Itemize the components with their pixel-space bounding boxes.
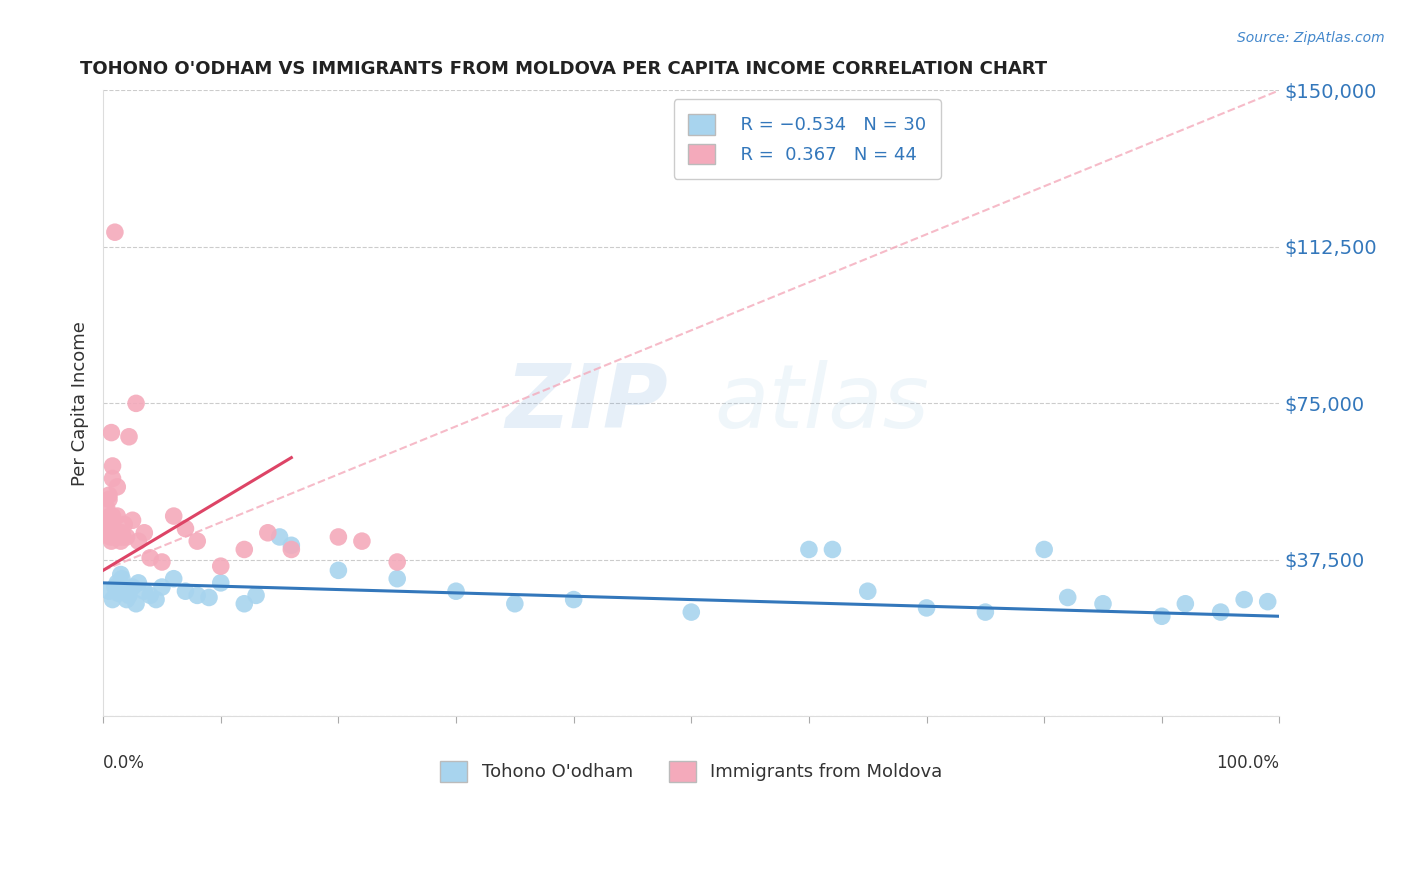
Point: [174, 522, 197, 536]
Point: [150, 580, 173, 594]
Point: [328, 563, 350, 577]
Point: [134, 525, 156, 540]
Point: [233, 542, 256, 557]
Point: [1174, 597, 1197, 611]
Point: [104, 225, 127, 239]
Text: TOHONO O'ODHAM VS IMMIGRANTS FROM MOLDOVA PER CAPITA INCOME CORRELATION CHART: TOHONO O'ODHAM VS IMMIGRANTS FROM MOLDOV…: [80, 60, 1046, 78]
Point: [174, 584, 197, 599]
Point: [98, 492, 121, 507]
Point: [134, 584, 156, 599]
Point: [681, 605, 703, 619]
Point: [256, 525, 278, 540]
Point: [150, 555, 173, 569]
Point: [915, 601, 938, 615]
Point: [163, 572, 186, 586]
Point: [105, 575, 128, 590]
Point: [115, 530, 138, 544]
Point: [163, 509, 186, 524]
Point: [821, 542, 844, 557]
Point: [1233, 592, 1256, 607]
Point: [112, 584, 135, 599]
Point: [186, 534, 208, 549]
Point: [103, 525, 125, 540]
Point: [856, 584, 879, 599]
Point: [112, 530, 135, 544]
Point: [387, 572, 409, 586]
Legend: Tohono O'odham, Immigrants from Moldova: Tohono O'odham, Immigrants from Moldova: [433, 754, 950, 789]
Point: [974, 605, 997, 619]
Text: atlas: atlas: [714, 360, 929, 446]
Point: [97, 513, 120, 527]
Point: [103, 522, 125, 536]
Point: [1091, 597, 1114, 611]
Point: [280, 542, 302, 557]
Text: 0.0%: 0.0%: [103, 754, 145, 772]
Point: [118, 588, 141, 602]
Point: [98, 522, 121, 536]
Y-axis label: Per Capita Income: Per Capita Income: [72, 321, 89, 486]
Point: [350, 534, 373, 549]
Point: [100, 425, 122, 440]
Point: [101, 509, 124, 524]
Point: [107, 586, 129, 600]
Point: [269, 530, 291, 544]
Point: [98, 488, 121, 502]
Point: [209, 575, 232, 590]
Point: [1033, 542, 1056, 557]
Point: [233, 597, 256, 611]
Point: [121, 580, 143, 594]
Point: [105, 509, 128, 524]
Point: [97, 525, 120, 540]
Point: [245, 588, 267, 602]
Point: [112, 517, 135, 532]
Point: [121, 513, 143, 527]
Point: [125, 396, 148, 410]
Point: [111, 525, 134, 540]
Point: [127, 575, 149, 590]
Point: [107, 525, 129, 540]
Point: [562, 592, 585, 607]
Point: [98, 530, 121, 544]
Point: [387, 555, 409, 569]
Point: [127, 534, 149, 549]
Point: [108, 530, 131, 544]
Point: [139, 588, 162, 602]
Text: 100.0%: 100.0%: [1216, 754, 1279, 772]
Point: [105, 480, 128, 494]
Point: [503, 597, 526, 611]
Point: [797, 542, 820, 557]
Point: [103, 530, 125, 544]
Point: [328, 530, 350, 544]
Point: [186, 588, 208, 602]
Point: [1257, 595, 1279, 609]
Point: [98, 509, 121, 524]
Text: Source: ZipAtlas.com: Source: ZipAtlas.com: [1237, 31, 1385, 45]
Point: [100, 534, 122, 549]
Point: [118, 430, 141, 444]
Point: [101, 471, 124, 485]
Point: [444, 584, 467, 599]
Point: [96, 500, 118, 515]
Point: [101, 458, 124, 473]
Point: [145, 592, 167, 607]
Point: [104, 580, 127, 594]
Point: [98, 517, 121, 532]
Text: ZIP: ZIP: [505, 359, 668, 447]
Point: [110, 534, 132, 549]
Point: [209, 559, 232, 574]
Point: [1056, 591, 1078, 605]
Point: [111, 572, 134, 586]
Point: [280, 538, 302, 552]
Point: [98, 584, 121, 599]
Point: [1150, 609, 1173, 624]
Point: [125, 597, 148, 611]
Point: [115, 592, 138, 607]
Point: [101, 592, 124, 607]
Point: [110, 567, 132, 582]
Point: [139, 550, 162, 565]
Point: [1209, 605, 1232, 619]
Point: [198, 591, 221, 605]
